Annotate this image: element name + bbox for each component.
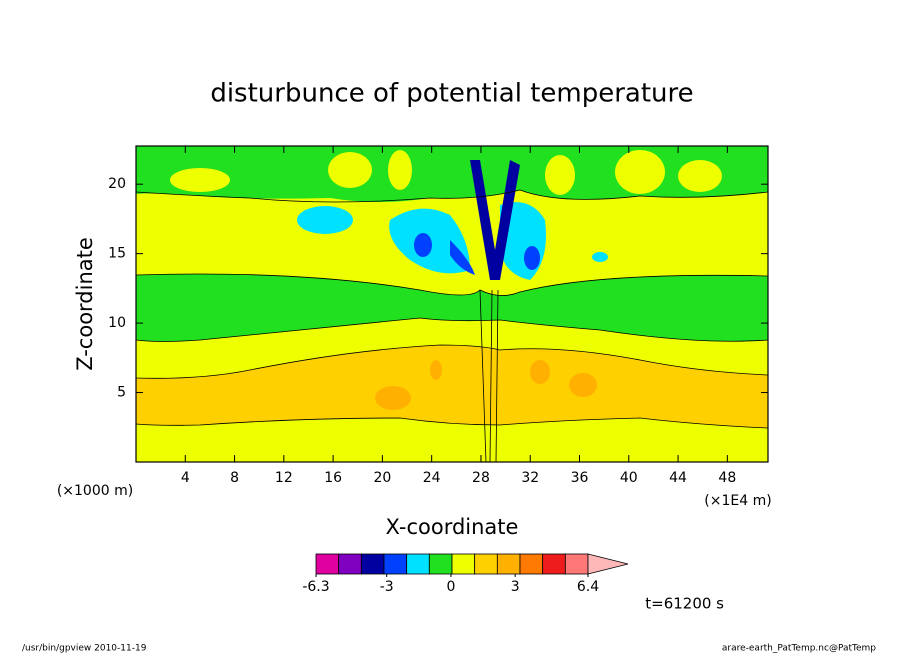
colorbar-box [315, 553, 340, 575]
x-axis-label: X-coordinate [386, 515, 519, 539]
footer-right: arare-earth_PatTemp.nc@PatTemp [722, 644, 876, 654]
colorbar-box [542, 553, 566, 575]
x-tick-label: 20 [373, 470, 391, 486]
colorbar-box [406, 553, 430, 575]
x-unit-label: (×1E4 m) [704, 493, 771, 509]
contour-field [136, 146, 768, 462]
y-tick-label: 5 [117, 385, 126, 401]
x-tick-label: 36 [571, 470, 589, 486]
x-tick-label: 4 [181, 470, 190, 486]
y-tick-label: 20 [108, 176, 126, 192]
colorbar-box [519, 553, 544, 575]
x-tick-label: 48 [718, 470, 736, 486]
x-unit-label: (×1000 m) [57, 483, 133, 499]
y-tick-label: 10 [108, 315, 126, 331]
colorbar-box [428, 553, 453, 575]
footer-left: /usr/bin/gpview 2010-11-19 [22, 644, 147, 654]
x-tick-label: 16 [324, 470, 342, 486]
x-tick-label: 8 [230, 470, 239, 486]
x-tick-label: 12 [275, 470, 293, 486]
colorbar-box [360, 553, 385, 575]
colorbar-tick-label: 6.4 [577, 579, 599, 595]
colorbar-tick-label: 0 [446, 579, 455, 595]
colorbar-box [496, 553, 521, 575]
y-tick-label: 15 [108, 246, 126, 262]
colorbar-box [474, 553, 498, 575]
plot-frame [135, 145, 769, 463]
colorbar-box [564, 553, 589, 575]
colorbar-tick-label: -3 [380, 579, 394, 595]
colorbar-box [338, 553, 362, 575]
y-axis-label: Z-coordinate [73, 237, 97, 371]
x-tick-label: 32 [521, 470, 539, 486]
colorbar-tick-label: 3 [511, 579, 520, 595]
chart-title: disturbunce of potential temperature [210, 79, 693, 109]
x-tick-label: 28 [472, 470, 490, 486]
x-tick-label: 44 [669, 470, 687, 486]
colorbar-box [383, 553, 408, 575]
colorbar-tick-label: -6.3 [302, 579, 329, 595]
time-label: t=61200 s [645, 595, 724, 613]
colorbar-box [451, 553, 476, 575]
x-tick-label: 40 [620, 470, 638, 486]
colorbar-extend [587, 553, 629, 575]
x-tick-label: 24 [423, 470, 441, 486]
